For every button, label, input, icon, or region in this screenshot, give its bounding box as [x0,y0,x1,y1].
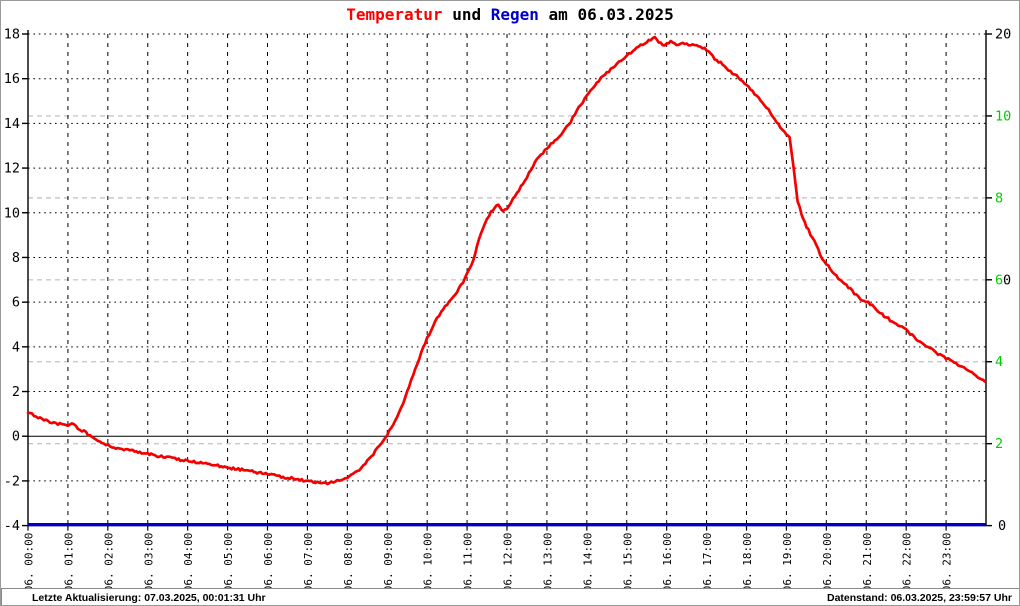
svg-text:06. 22:00: 06. 22:00 [901,533,914,588]
svg-text:06. 07:00: 06. 07:00 [302,533,315,588]
svg-text:14: 14 [4,116,20,132]
svg-text:06. 00:00: 06. 00:00 [23,533,36,588]
svg-text:06. 18:00: 06. 18:00 [741,533,754,588]
svg-text:06. 21:00: 06. 21:00 [861,533,874,588]
svg-text:4: 4 [12,339,20,355]
svg-text:06. 23:00: 06. 23:00 [941,533,954,588]
svg-text:06. 17:00: 06. 17:00 [701,533,714,588]
svg-text:06. 11:00: 06. 11:00 [462,533,475,588]
svg-text:2: 2 [995,436,1003,452]
temperature-line [26,35,987,486]
svg-text:0: 0 [998,518,1006,534]
status-bar: Letzte Aktualisierung: 07.03.2025, 00:01… [1,588,1019,605]
right-axis-labels: 20 0 0 10 8 6 4 2 [986,27,1011,534]
svg-text:06. 15:00: 06. 15:00 [621,533,634,588]
svg-text:06. 05:00: 06. 05:00 [222,533,235,588]
svg-text:06. 08:00: 06. 08:00 [342,533,355,588]
x-axis-labels: 06. 00:00 06. 01:00 06. 02:00 06. 03:00 06. … [23,525,954,588]
chart-title-regen: Regen [490,5,539,24]
svg-text:06. 10:00: 06. 10:00 [422,533,435,588]
svg-text:06. 14:00: 06. 14:00 [581,533,594,588]
svg-text:06. 09:00: 06. 09:00 [382,533,395,588]
svg-text:2: 2 [12,384,20,400]
svg-text:18: 18 [4,27,20,43]
svg-text:06. 02:00: 06. 02:00 [102,533,115,588]
svg-text:6: 6 [995,272,1003,288]
chart-title-temperature: Temperatur [346,5,443,24]
svg-text:06. 01:00: 06. 01:00 [62,533,75,588]
svg-text:20: 20 [995,27,1011,43]
svg-text:0: 0 [1003,272,1011,288]
svg-text:8: 8 [12,250,20,266]
svg-text:-4: -4 [4,518,20,534]
svg-text:8: 8 [995,190,1003,206]
svg-text:06. 13:00: 06. 13:00 [541,533,554,588]
svg-text:06. 04:00: 06. 04:00 [182,533,195,588]
status-last-update: Letzte Aktualisierung: 07.03.2025, 00:01… [32,592,266,604]
svg-text:0: 0 [12,429,20,445]
svg-text:06. 06:00: 06. 06:00 [262,533,275,588]
svg-text:10: 10 [995,108,1011,124]
svg-text:10: 10 [4,205,20,221]
svg-text:06. 12:00: 06. 12:00 [502,533,515,588]
chart-title: Temperatur und Regen am 06.03.2025 [1,5,1019,24]
chart-title-date: am 06.03.2025 [538,5,674,24]
left-axis-labels: 18 16 14 12 10 8 6 4 2 0 -2 -4 [4,27,28,534]
chart-title-und: und [442,5,491,24]
svg-text:06. 19:00: 06. 19:00 [781,533,794,588]
svg-text:06. 16:00: 06. 16:00 [661,533,674,588]
svg-text:06. 20:00: 06. 20:00 [821,533,834,588]
svg-text:12: 12 [4,161,20,177]
svg-text:-2: -2 [4,473,20,489]
svg-text:16: 16 [4,71,20,87]
svg-text:4: 4 [995,354,1003,370]
status-data-timestamp: Datenstand: 06.03.2025, 23:59:57 Uhr [826,592,1012,604]
svg-text:6: 6 [12,295,20,311]
svg-text:06. 03:00: 06. 03:00 [142,533,155,588]
